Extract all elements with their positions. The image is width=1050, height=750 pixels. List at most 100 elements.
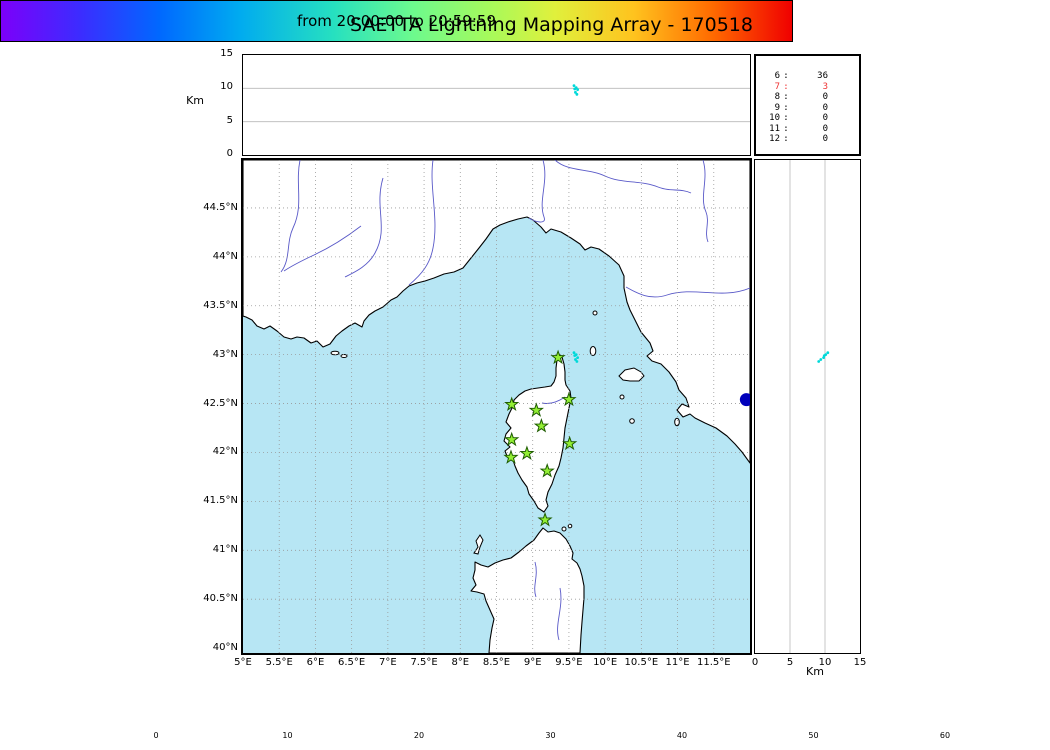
source-count-key: 12: [769, 134, 780, 144]
pianosa-island: [619, 394, 625, 400]
lma-stations: [504, 350, 750, 526]
alt-tick-label: 5: [226, 114, 233, 126]
lon-tick-label: 10.5°E: [624, 657, 659, 668]
maddalena-island: [561, 526, 567, 532]
lightning-source-dot: [822, 354, 826, 358]
mainland-coast-france-italy: [243, 160, 750, 464]
source-count-rows: 6: 36 7: 3 8: 0 9: 0 10: 0 11: 0 12: 0: [756, 56, 859, 145]
lon-tick-label: 7.5°E: [410, 657, 438, 668]
montecristo-island: [629, 418, 635, 424]
river-po: [554, 160, 692, 194]
source-count-sep: :: [783, 123, 789, 134]
colorbar-tick-label: 60: [939, 731, 951, 740]
asinara-island: [473, 534, 484, 555]
river-durance: [283, 225, 362, 272]
km-axis-label: Km: [806, 665, 824, 678]
capraia-island: [589, 346, 597, 356]
alt-tick-label: 10: [220, 81, 233, 93]
altitude-vs-latitude-panel: [754, 159, 861, 654]
lat-tick-label: 40.5°N: [203, 593, 238, 605]
lightning-source-dot: [572, 84, 576, 88]
source-count-row: 12: 0: [766, 134, 859, 145]
map-plot: [243, 160, 750, 653]
source-count-box: 6: 36 7: 3 8: 0 9: 0 10: 0 11: 0 12: 0: [754, 54, 861, 156]
lat-tick-label: 43.5°N: [203, 299, 238, 311]
figure-title: SAETTA Lightning Mapping Array - 170518: [350, 14, 753, 36]
river-serchio: [702, 160, 709, 243]
lightning-source-dot: [572, 351, 576, 355]
alt-lat-plot: [789, 160, 830, 653]
source-count-row: 8: 0: [766, 92, 859, 103]
km-tick-label: 5: [786, 657, 794, 668]
source-count-row: 7: 3: [766, 82, 859, 93]
colorbar-time-range-label: from 20:00:00 to 20:59:59: [296, 12, 496, 30]
lon-tick-label: 6.5°E: [338, 657, 366, 668]
source-count-sep: :: [783, 71, 789, 81]
elba-island: [618, 367, 645, 382]
maddalena-island-2: [567, 523, 573, 529]
km-tick-label: 0: [751, 657, 759, 668]
gorgona-island: [592, 310, 598, 316]
source-count-sep: :: [783, 102, 789, 113]
altitude-vs-longitude-panel: [242, 54, 751, 156]
source-count-value: 0: [822, 102, 828, 113]
corsica-island: [503, 353, 572, 513]
colorbar-tick-label: 20: [413, 731, 425, 740]
map-gridlines: [243, 160, 750, 653]
altitude-axis-label: Km: [186, 94, 204, 107]
lightning-source-dot: [574, 90, 577, 94]
alt-lon-plot: [243, 84, 750, 123]
lon-tick-label: 11.5°E: [696, 657, 731, 668]
source-count-sep: :: [783, 92, 789, 102]
lat-tick-label: 41.5°N: [203, 495, 238, 507]
lon-tick-label: 11°E: [665, 657, 690, 668]
lightning-source-dot: [575, 360, 579, 363]
river-var: [408, 160, 436, 286]
source-count-value: 0: [822, 123, 828, 134]
source-count-value: 36: [817, 71, 828, 81]
lon-tick-label: 5°E: [234, 657, 252, 668]
source-count-row: 6: 36: [766, 71, 859, 82]
lat-tick-label: 44.5°N: [203, 201, 238, 213]
lon-tick-label: 6°E: [306, 657, 325, 668]
source-count-value: 0: [822, 113, 828, 123]
lon-tick-label: 5.5°E: [265, 657, 293, 668]
km-tick-label: 15: [853, 657, 867, 668]
lightning-source-dot: [575, 92, 579, 96]
source-count-key: 11: [769, 123, 780, 134]
source-count-value: 0: [822, 92, 828, 102]
source-count-row: 11: 0: [766, 124, 859, 135]
alt-lon-lightning-sources: [572, 84, 580, 96]
lon-tick-label: 8.5°E: [482, 657, 511, 668]
lon-tick-label: 7°E: [379, 657, 397, 668]
lat-tick-label: 41°N: [212, 544, 238, 556]
sardinia-island: [470, 527, 585, 653]
lightning-source-dot: [576, 356, 580, 359]
lightning-source-dot: [819, 358, 823, 361]
lat-tick-label: 43°N: [212, 348, 238, 360]
source-count-key: 9: [774, 102, 780, 113]
river-durance-upper: [344, 177, 384, 278]
lon-tick-label: 10°E: [593, 657, 618, 668]
alt-tick-label: 0: [226, 148, 233, 159]
alt-tick-label: 15: [220, 48, 233, 59]
map-panel: [241, 158, 752, 655]
source-count-key: 8: [774, 92, 780, 102]
lon-tick-label: 9°E: [523, 657, 542, 668]
lat-tick-label: 40°N: [212, 642, 238, 654]
lightning-source-dot: [573, 87, 577, 91]
lat-tick-label: 44°N: [212, 250, 238, 262]
source-count-key: 6: [774, 71, 780, 81]
colorbar-tick-label: 0: [153, 731, 159, 740]
time-colorbar: from 20:00:00 to 20:59:59: [0, 0, 793, 42]
source-count-sep: :: [783, 81, 789, 92]
source-count-key: 10: [769, 113, 780, 123]
river-coghinas: [534, 561, 537, 598]
alt-lat-lightning-sources: [817, 351, 830, 363]
lightning-source-dot: [576, 88, 580, 92]
alt-lat-gridlines: [789, 160, 826, 653]
source-count-value: 0: [822, 134, 828, 144]
colorbar-tick-label: 50: [808, 731, 819, 740]
giglio-island: [674, 417, 680, 427]
